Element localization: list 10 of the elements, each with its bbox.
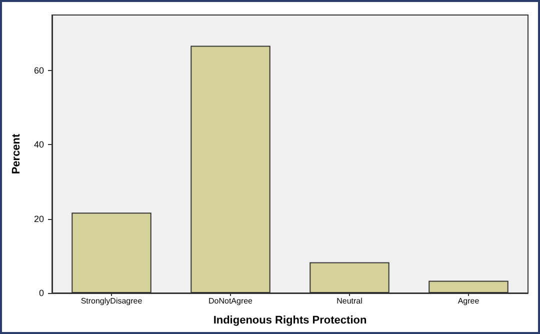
x-tick-label: Agree xyxy=(458,296,480,306)
y-tick-label: 60 xyxy=(34,66,44,76)
y-tick-label: 20 xyxy=(34,214,44,224)
x-axis-title: Indigenous Rights Protection xyxy=(213,314,367,326)
y-tick-label: 40 xyxy=(34,140,44,150)
x-tick-label: Neutral xyxy=(336,296,363,306)
x-tick-label: StronglyDisagree xyxy=(80,296,143,306)
x-tick-label: DoNotAgree xyxy=(208,296,254,306)
y-axis-title: Percent xyxy=(10,133,22,174)
y-tick-label: 0 xyxy=(38,288,44,298)
